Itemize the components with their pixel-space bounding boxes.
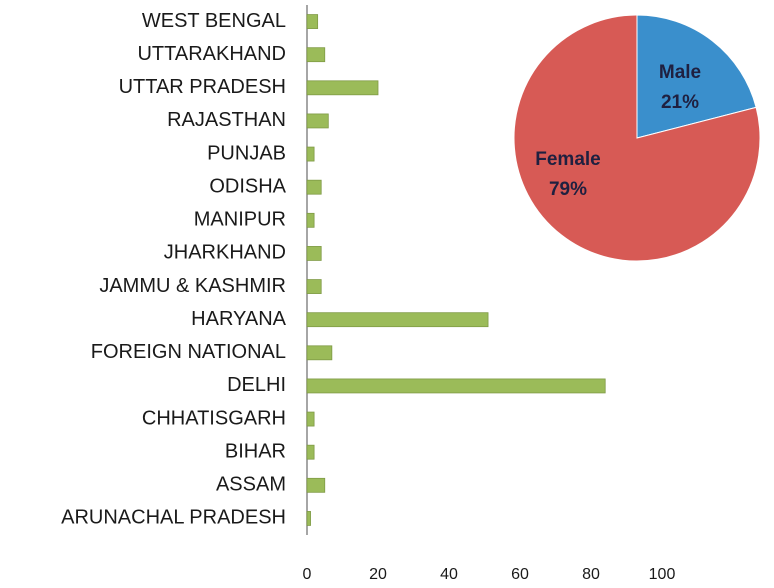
y-tick-label: HARYANA [191,308,287,330]
bar [306,312,489,328]
x-tick-label: 80 [582,566,600,583]
bar [306,246,322,261]
x-tick-label: 20 [369,566,387,583]
x-tick-label: 60 [511,566,529,583]
bar [306,47,326,63]
slice-value: 21% [661,92,699,113]
y-tick-label: UTTAR PRADESH [119,76,286,98]
bar [306,345,333,361]
bar [306,179,322,195]
bar [306,378,606,394]
bar [306,477,326,493]
bar [306,212,315,228]
bar [306,113,329,129]
x-tick-label: 100 [649,566,676,583]
y-tick-label: ARUNACHAL PRADESH [61,507,286,529]
y-tick-label: RAJASTHAN [167,109,286,131]
bar [306,80,379,96]
bar [306,14,319,29]
bar [306,411,315,427]
y-tick-label: ODISHA [209,175,286,197]
bar [306,511,311,526]
slice-name: Female [535,149,600,170]
pie-slice [513,14,761,262]
x-tick-label: 0 [303,566,312,583]
y-tick-label: MANIPUR [194,209,286,231]
slice-name: Male [659,62,701,83]
bar [306,146,315,162]
slice-value: 79% [549,179,587,200]
pie-slice [636,14,757,139]
y-tick-label: PUNJAB [207,142,286,164]
y-tick-label: UTTARAKHAND [137,43,286,65]
y-tick-label: FOREIGN NATIONAL [91,341,286,363]
bar [306,444,315,460]
y-tick-label: JHARKHAND [164,242,286,264]
y-tick-label: CHHATISGARH [142,407,286,429]
x-tick-label: 40 [440,566,458,583]
y-tick-label: DELHI [227,374,286,396]
y-tick-label: ASSAM [216,474,286,496]
bar [306,279,322,294]
y-tick-label: JAMMU & KASHMIR [99,275,286,297]
y-tick-label: BIHAR [225,440,286,462]
y-tick-label: WEST BENGAL [142,10,286,32]
